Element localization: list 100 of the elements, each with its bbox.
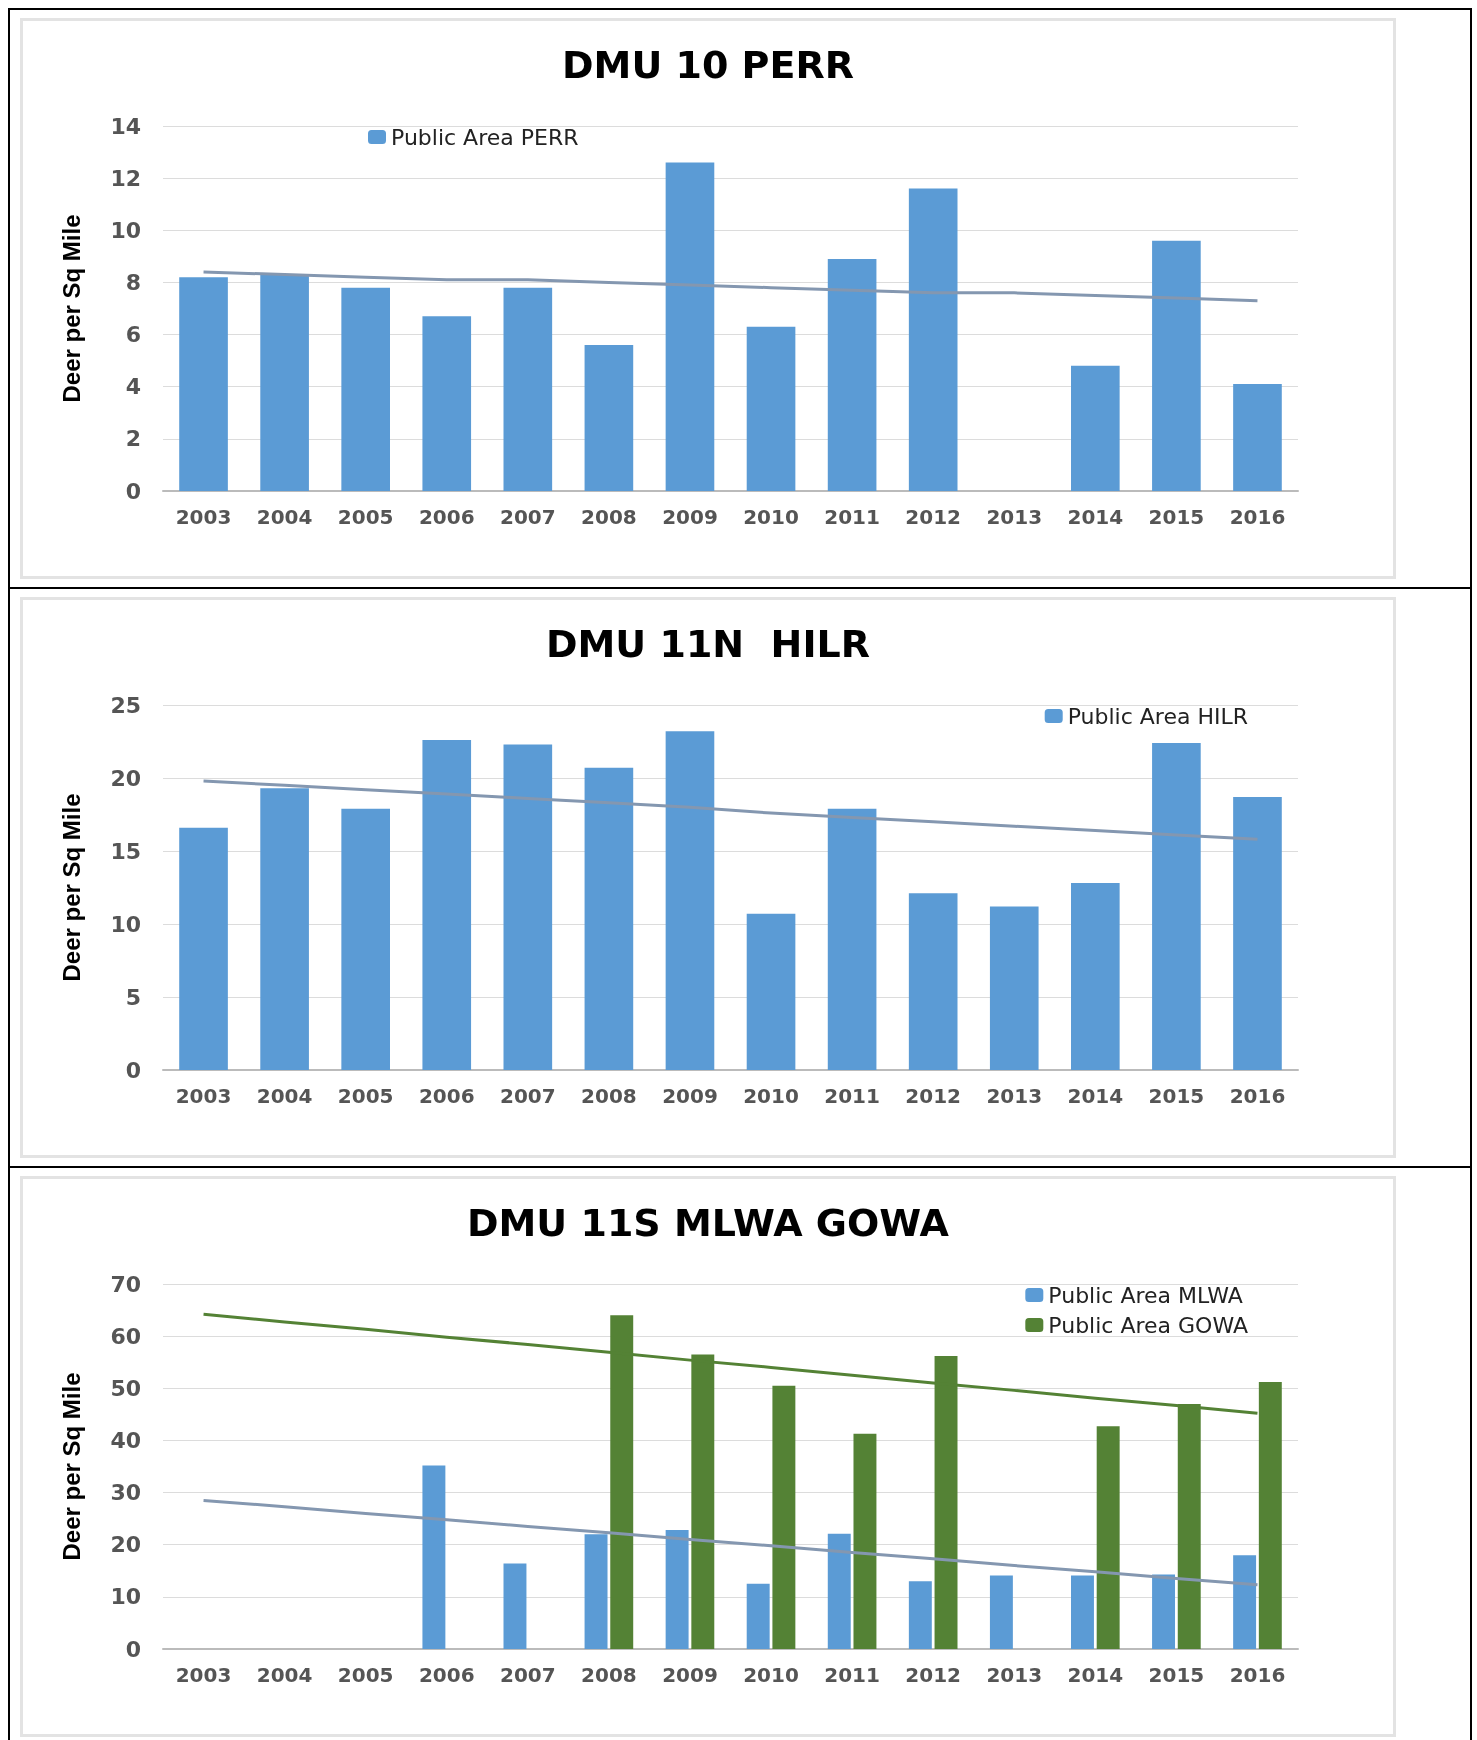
- x-tick-label: 2009: [662, 1084, 718, 1108]
- x-tick-label: 2003: [175, 505, 232, 529]
- bar: [1071, 365, 1120, 491]
- y-tick-label: 25: [110, 692, 141, 718]
- x-tick-label: 2006: [418, 1084, 475, 1108]
- bar: [422, 740, 472, 1070]
- x-tick-label: 2011: [824, 1084, 880, 1108]
- chart-title: DMU 11N HILR: [545, 622, 871, 666]
- x-tick-label: 2004: [256, 1084, 313, 1108]
- x-tick-label: 2008: [581, 1663, 637, 1687]
- bar: [746, 326, 796, 491]
- bar: [772, 1385, 796, 1649]
- y-tick-label: 20: [110, 1532, 141, 1558]
- legend-label: Public Area HILR: [1067, 703, 1248, 729]
- bar: [503, 287, 553, 491]
- bar: [503, 744, 553, 1070]
- x-tick-label: 2004: [256, 505, 313, 529]
- y-tick-label: 50: [110, 1375, 141, 1401]
- bar: [260, 274, 309, 491]
- bar: [1152, 1574, 1176, 1649]
- legend-label: Public Area MLWA: [1048, 1282, 1243, 1308]
- x-tick-label: 2007: [499, 1663, 556, 1687]
- bar: [989, 906, 1039, 1070]
- y-tick-label: 4: [125, 374, 141, 400]
- x-tick-label: 2015: [1148, 1084, 1205, 1108]
- y-tick-label: 70: [110, 1271, 141, 1297]
- y-tick-label: 0: [125, 1636, 141, 1662]
- bar: [908, 893, 958, 1070]
- y-tick-label: 20: [110, 765, 141, 791]
- bar: [584, 1534, 608, 1649]
- x-tick-label: 2015: [1148, 1663, 1205, 1687]
- x-tick-label: 2016: [1229, 505, 1286, 529]
- y-tick-label: 8: [125, 269, 141, 295]
- y-tick-label: 14: [110, 113, 141, 139]
- bar: [1233, 796, 1282, 1070]
- x-tick-label: 2009: [662, 1663, 718, 1687]
- line-series: [202, 779, 1259, 841]
- bar: [1152, 742, 1201, 1070]
- x-tick-label: 2005: [337, 1663, 394, 1687]
- y-tick-label: 2: [125, 426, 141, 452]
- y-tick-label: 0: [125, 478, 141, 504]
- bar: [989, 1575, 1013, 1649]
- x-tick-label: 2010: [743, 505, 799, 529]
- bar: [746, 913, 796, 1070]
- chart-title: DMU 10 PERR: [562, 43, 854, 87]
- x-tick-label: 2007: [499, 1084, 556, 1108]
- bar: [1071, 883, 1120, 1070]
- bar: [341, 808, 390, 1070]
- x-tick-label: 2007: [499, 505, 556, 529]
- bar: [827, 1533, 851, 1649]
- x-tick-label: 2008: [581, 505, 637, 529]
- x-tick-label: 2013: [986, 505, 1043, 529]
- y-tick-label: 10: [110, 911, 141, 937]
- y-tick-label: 6: [125, 322, 141, 348]
- bar: [827, 258, 877, 491]
- y-tick-label: 30: [110, 1480, 141, 1506]
- bar: [665, 731, 715, 1070]
- bar: [179, 827, 228, 1070]
- x-tick-label: 2013: [986, 1084, 1043, 1108]
- x-tick-label: 2016: [1229, 1663, 1286, 1687]
- x-tick-label: 2010: [743, 1084, 799, 1108]
- bar: [746, 1583, 770, 1649]
- x-tick-label: 2006: [418, 1663, 475, 1687]
- bar: [422, 1465, 446, 1649]
- x-tick-label: 2003: [175, 1084, 232, 1108]
- bar: [1233, 1555, 1257, 1649]
- bar: [179, 277, 228, 491]
- x-tick-label: 2003: [175, 1663, 232, 1687]
- line-series: [202, 1498, 1259, 1587]
- y-tick-label: 10: [110, 217, 141, 243]
- x-tick-label: 2014: [1067, 505, 1124, 529]
- y-tick-label: 15: [110, 838, 141, 864]
- x-tick-label: 2012: [905, 505, 962, 529]
- bar: [1152, 240, 1201, 491]
- x-tick-label: 2011: [824, 505, 880, 529]
- x-tick-label: 2010: [743, 1663, 799, 1687]
- bar: [1096, 1426, 1120, 1649]
- bar: [422, 316, 472, 491]
- y-tick-label: 60: [110, 1323, 141, 1349]
- bar: [908, 1581, 932, 1649]
- bar: [665, 1530, 689, 1649]
- y-tick-label: 10: [110, 1584, 141, 1610]
- x-tick-label: 2014: [1067, 1663, 1124, 1687]
- y-axis-title: Deer per Sq Mile: [57, 214, 85, 403]
- legend-label: Public Area PERR: [391, 124, 579, 150]
- x-tick-label: 2011: [824, 1663, 880, 1687]
- y-tick-label: 5: [125, 984, 141, 1010]
- x-tick-label: 2005: [337, 505, 394, 529]
- x-tick-label: 2005: [337, 1084, 394, 1108]
- bar: [853, 1433, 877, 1649]
- y-tick-label: 40: [110, 1427, 141, 1453]
- bar: [1071, 1575, 1094, 1649]
- bar: [827, 808, 877, 1070]
- y-axis-title: Deer per Sq Mile: [57, 793, 85, 982]
- bar: [1233, 384, 1282, 491]
- bar: [260, 788, 309, 1070]
- x-tick-label: 2014: [1067, 1084, 1124, 1108]
- legend-label: Public Area GOWA: [1048, 1312, 1248, 1338]
- chart-title: DMU 11S MLWA GOWA: [467, 1201, 950, 1245]
- bar: [584, 345, 634, 491]
